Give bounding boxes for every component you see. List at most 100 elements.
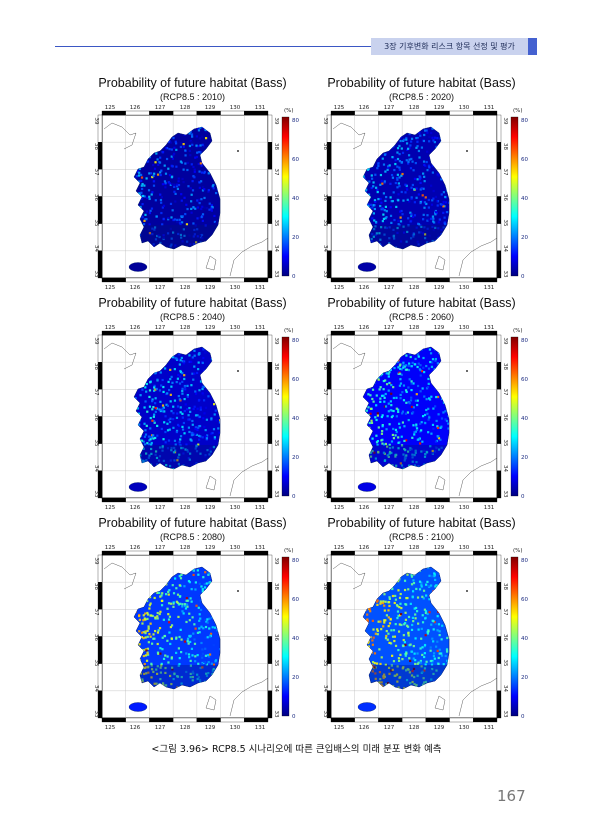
panel-subtitle: (RCP8.5 : 2060) — [388, 312, 455, 322]
lon-tick-label: 128 — [180, 545, 191, 551]
border-segment — [496, 663, 502, 691]
lon-tick-label: 129 — [205, 285, 216, 291]
ulleung-island — [237, 370, 239, 372]
colorbar-tick-label: 0 — [292, 494, 296, 500]
coastline — [458, 457, 498, 497]
lon-tick-label: 126 — [130, 105, 141, 111]
border-segment — [473, 717, 498, 723]
border-segment — [244, 330, 269, 336]
lat-tick-label: 37 — [93, 389, 99, 396]
coastline — [332, 122, 366, 150]
border-segment — [496, 389, 502, 417]
lat-tick-label: 39 — [93, 338, 99, 345]
lon-tick-label: 128 — [409, 285, 420, 291]
colorbar-unit: (%) — [284, 108, 294, 114]
lat-tick-label: 34 — [273, 685, 279, 692]
border-segment — [220, 717, 245, 723]
lat-tick-label: 38 — [322, 363, 328, 370]
lat-tick-label: 35 — [322, 440, 328, 447]
border-segment — [425, 277, 450, 283]
border-segment — [267, 362, 273, 390]
lon-tick-label: 127 — [384, 105, 395, 111]
border-segment — [97, 470, 103, 499]
lat-tick-label: 33 — [322, 711, 328, 718]
lat-tick-label: 34 — [93, 465, 99, 472]
lat-tick-label: 39 — [273, 118, 279, 125]
lat-tick-label: 35 — [93, 440, 99, 447]
lat-tick-label: 37 — [273, 169, 279, 176]
border-segment — [354, 277, 379, 283]
lat-tick-label: 35 — [502, 660, 508, 667]
lat-tick-label: 35 — [93, 660, 99, 667]
border-segment — [354, 330, 379, 336]
lon-tick-label: 131 — [484, 505, 495, 511]
panel-title: Probability of future habitat (Bass) — [98, 516, 287, 530]
border-segment — [401, 110, 427, 116]
border-segment — [267, 690, 273, 719]
border-segment — [496, 114, 502, 143]
lon-tick-label: 131 — [484, 105, 495, 111]
lon-tick-label: 130 — [459, 105, 470, 111]
habitat-speckle — [134, 127, 220, 249]
border-segment — [267, 389, 273, 417]
border-segment — [496, 334, 502, 363]
border-segment — [101, 277, 126, 283]
border-segment — [267, 142, 273, 170]
border-segment — [496, 690, 502, 719]
border-segment — [267, 554, 273, 583]
colorbar-tick-label: 0 — [292, 274, 296, 280]
lon-tick-label: 131 — [255, 285, 266, 291]
lat-tick-label: 38 — [93, 143, 99, 150]
lat-tick-label: 39 — [322, 118, 328, 125]
lat-tick-label: 33 — [502, 271, 508, 278]
lat-tick-label: 35 — [502, 440, 508, 447]
habitat-map: 125 125 126 126 127 127 128 128 129 129 130 130 131 1… — [93, 545, 299, 731]
border-segment — [330, 550, 355, 556]
lon-tick-label: 127 — [384, 285, 395, 291]
border-segment — [125, 110, 150, 116]
border-segment — [378, 550, 403, 556]
lon-tick-label: 127 — [155, 505, 166, 511]
border-segment — [125, 330, 150, 336]
lon-tick-label: 128 — [409, 505, 420, 511]
lat-tick-label: 34 — [93, 685, 99, 692]
lat-tick-label: 39 — [502, 338, 508, 345]
colorbar-tick-label: 80 — [521, 118, 528, 124]
border-segment — [172, 330, 198, 336]
border-segment — [425, 110, 450, 116]
lon-tick-label: 129 — [205, 325, 216, 331]
lon-tick-label: 128 — [409, 725, 420, 731]
border-segment — [196, 717, 221, 723]
ulleung-island — [466, 150, 468, 152]
border-segment — [473, 110, 498, 116]
lon-tick-label: 126 — [359, 505, 370, 511]
lat-tick-label: 38 — [322, 143, 328, 150]
lat-tick-label: 36 — [273, 194, 279, 201]
border-segment — [267, 196, 273, 224]
border-segment — [220, 330, 245, 336]
lon-tick-label: 129 — [434, 325, 445, 331]
border-segment — [378, 277, 403, 283]
border-segment — [401, 277, 427, 283]
colorbar-tick-label: 80 — [521, 338, 528, 344]
border-segment — [267, 470, 273, 499]
border-segment — [267, 223, 273, 251]
border-segment — [196, 497, 221, 503]
lat-tick-label: 36 — [502, 194, 508, 201]
lat-tick-label: 39 — [273, 338, 279, 345]
habitat-map: 125 125 126 126 127 127 128 128 129 129 130 130 131 1… — [322, 545, 528, 731]
border-segment — [149, 717, 174, 723]
border-segment — [326, 250, 332, 279]
border-segment — [401, 550, 427, 556]
lat-tick-label: 33 — [273, 271, 279, 278]
colorbar-tick-label: 80 — [521, 558, 528, 564]
island-outline — [205, 255, 217, 271]
lat-tick-label: 36 — [322, 194, 328, 201]
lon-tick-label: 130 — [230, 105, 241, 111]
lon-tick-label: 125 — [105, 545, 116, 551]
lat-tick-label: 34 — [322, 465, 328, 472]
border-segment — [330, 277, 355, 283]
lon-tick-label: 131 — [255, 725, 266, 731]
border-segment — [378, 110, 403, 116]
border-segment — [496, 443, 502, 471]
